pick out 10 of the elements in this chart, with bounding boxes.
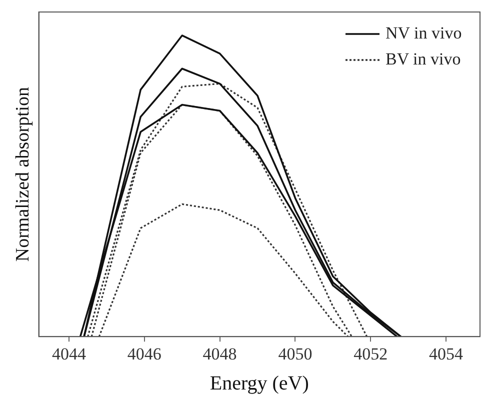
x-tick-label: 4054 [429, 344, 464, 364]
x-tick-label: 4050 [278, 344, 312, 364]
legend-label: NV in vivo [386, 23, 462, 42]
x-tick-label: 4044 [52, 344, 86, 364]
x-tick-label: 4046 [127, 344, 162, 364]
x-axis-title: Energy (eV) [210, 372, 309, 394]
x-tick-label: 4052 [354, 344, 388, 364]
y-axis-title: Normalized absorption [12, 86, 34, 262]
legend-label: BV in vivo [386, 49, 461, 68]
x-tick-label: 4048 [202, 344, 237, 364]
